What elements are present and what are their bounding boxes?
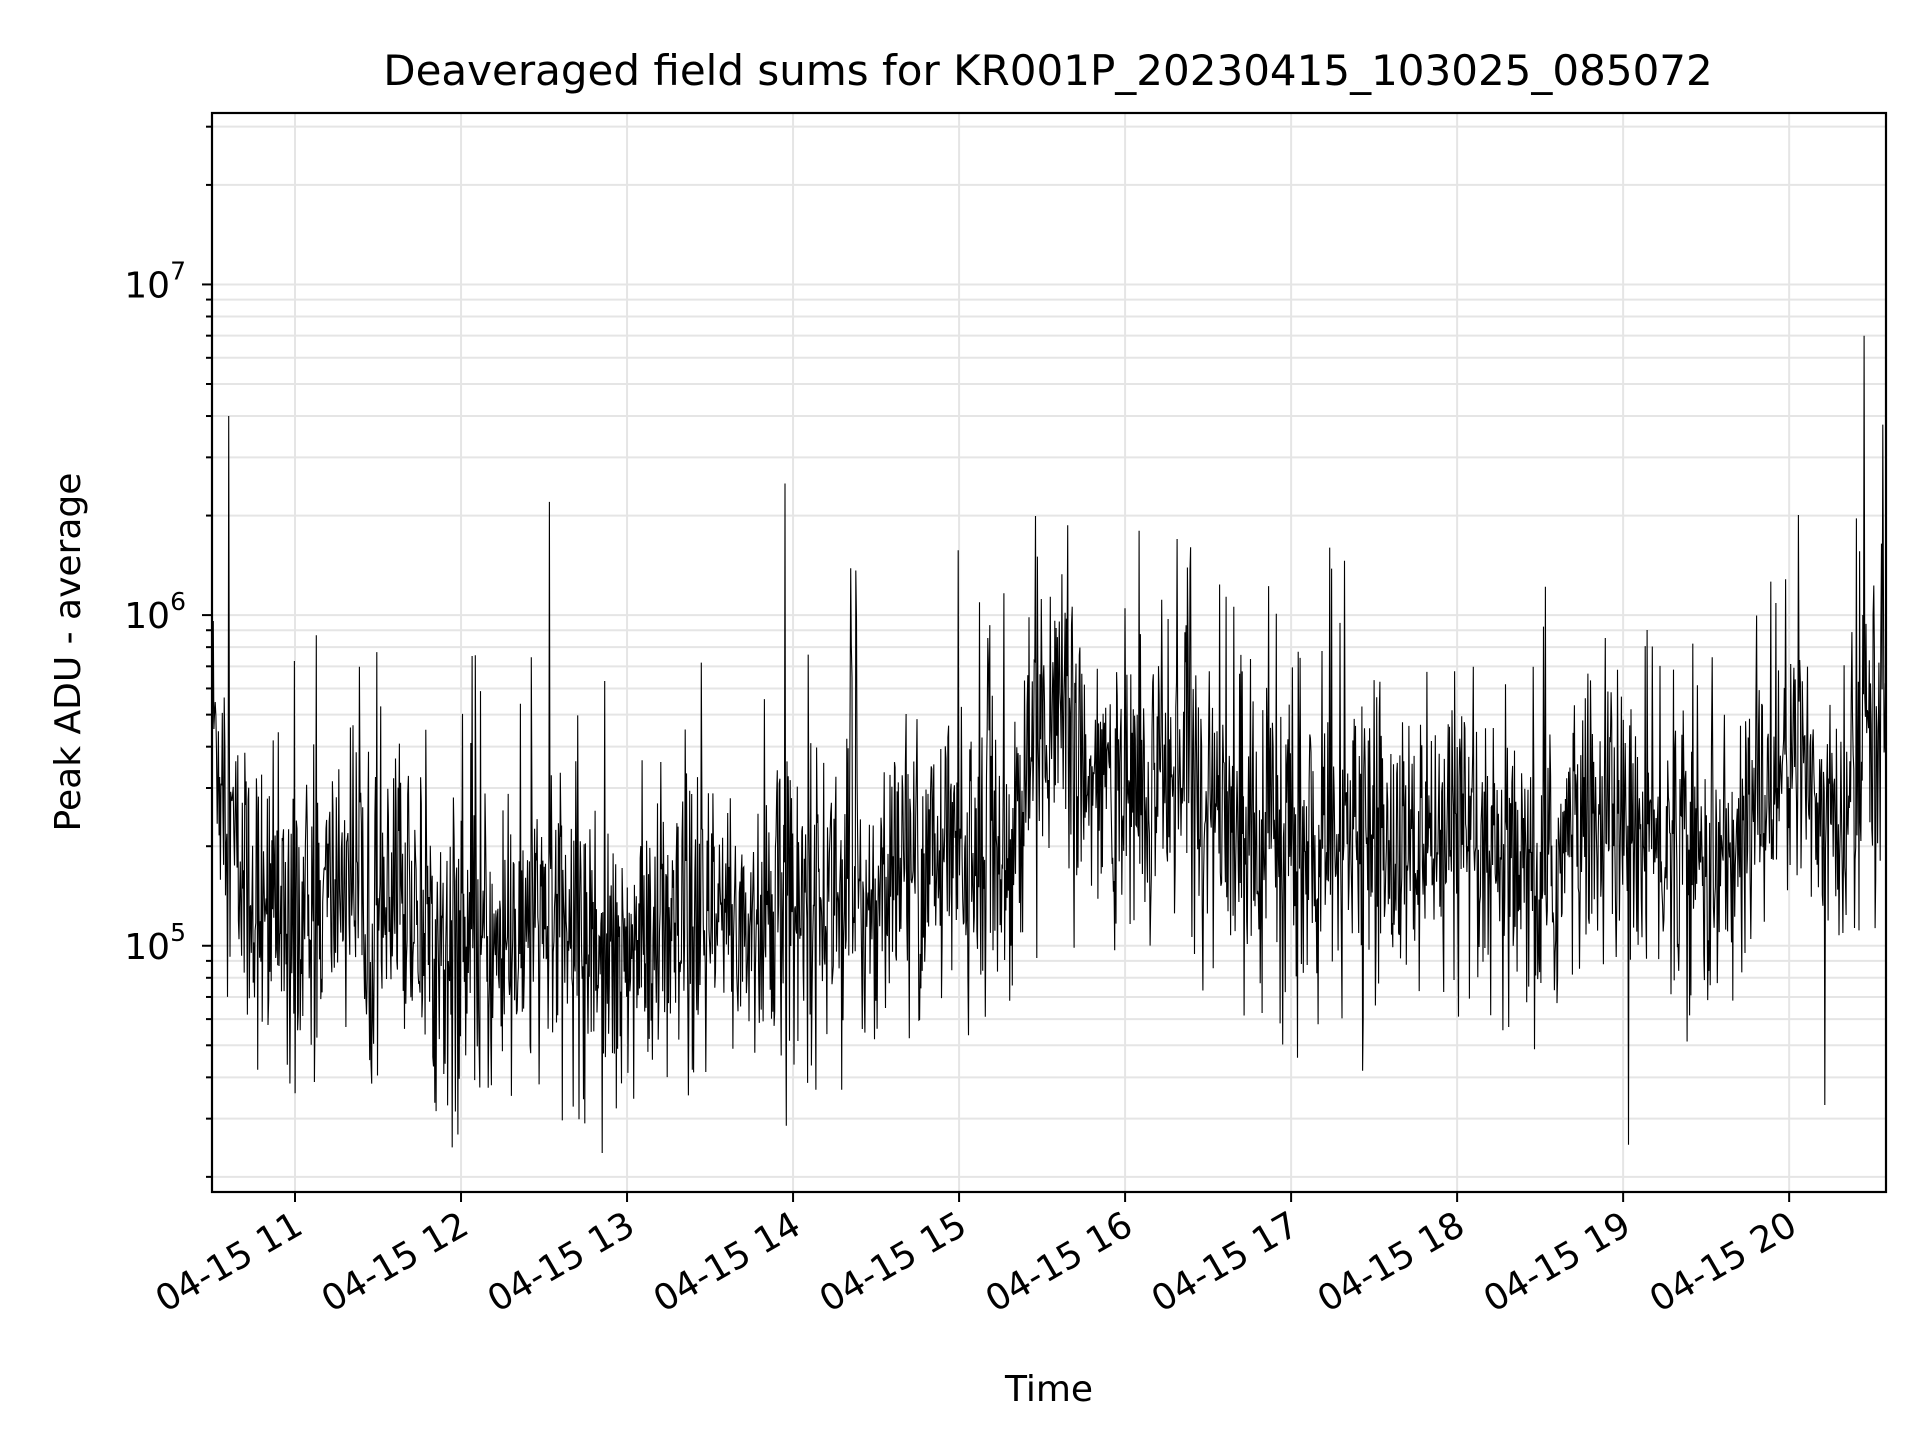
y-tick-label: 107	[124, 256, 186, 306]
series-layer	[212, 335, 1886, 1154]
plot-frame	[210, 111, 1888, 1194]
y-axis: 105 106 107	[124, 125, 212, 1178]
y-tick-label: 105	[124, 918, 186, 968]
chart-title: Deaveraged field sums for KR001P_2023041…	[383, 46, 1713, 95]
series-line	[212, 335, 1886, 1154]
x-axis-label: Time	[1004, 1369, 1093, 1410]
y-axis-label: Peak ADU - average	[48, 473, 89, 832]
y-tick-label: 106	[124, 587, 186, 637]
